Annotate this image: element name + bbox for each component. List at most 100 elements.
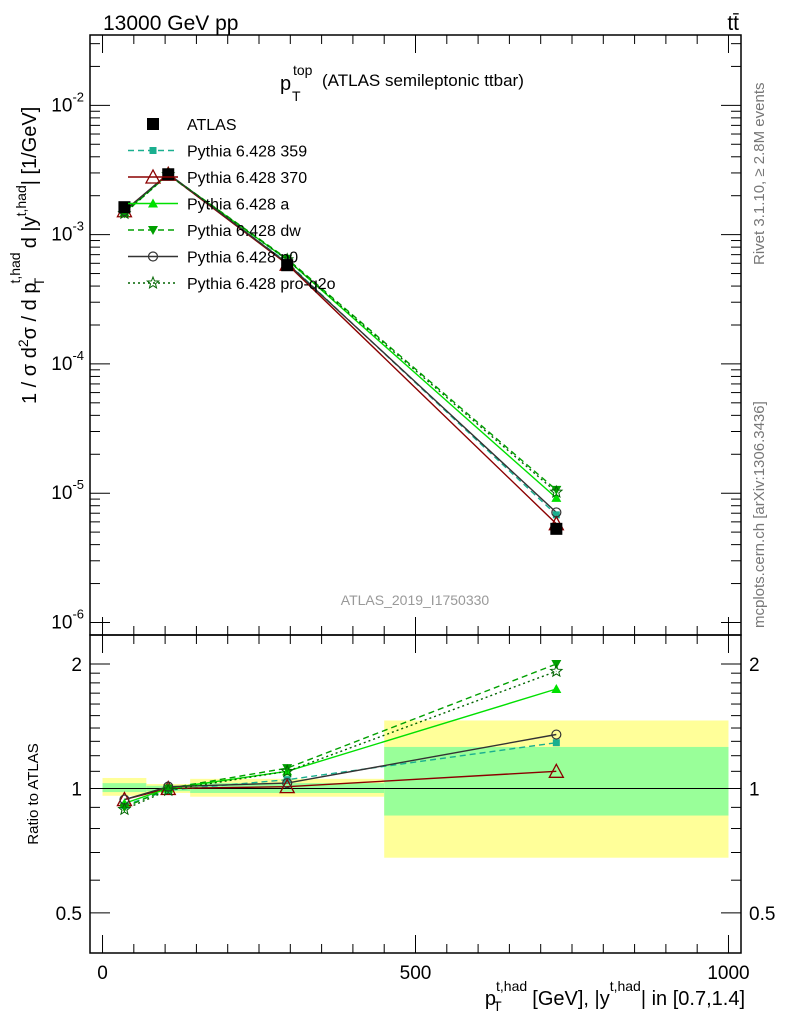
main-ytick-label: 10-2	[51, 89, 84, 116]
marker-star	[117, 802, 132, 816]
plot-title-main: p	[280, 73, 291, 95]
atlas-data-point	[118, 201, 131, 214]
legend-label-pa: Pythia 6.428 a	[187, 197, 289, 214]
marker-circle	[282, 778, 293, 789]
mcplots-label: mcplots.cern.ch [arXiv:1306.3436]	[751, 401, 768, 628]
marker-star	[146, 275, 160, 290]
main-panel-ticks: 10-6 10-5 10-4 10-3 10-2	[51, 35, 741, 635]
atlas-data-point	[281, 259, 294, 272]
ratio-point-pq2o	[549, 663, 564, 678]
header-right: tt̄	[727, 12, 739, 35]
ratio-line-pa	[124, 688, 557, 805]
marker-star	[161, 782, 176, 797]
marker-triangle-filled	[551, 683, 562, 693]
x-axis-label: pt,had T [GeV], |yt,had| in [0.7,1.4]	[485, 978, 745, 1014]
marker-circle	[551, 729, 562, 740]
ratio-xtick-label: 1000	[707, 963, 749, 984]
data-point	[281, 259, 294, 272]
plot-title-sub: T	[292, 88, 301, 104]
main-ytick-label: 10-4	[51, 348, 84, 375]
marker-triangle-filled	[551, 492, 562, 502]
legend-marker-p359	[149, 147, 157, 154]
ratio-ytick-label-right: 1	[749, 779, 760, 800]
plot-title: p top T (ATLAS semileptonic ttbar)	[280, 62, 524, 104]
series-point-pa	[551, 492, 562, 502]
series-line-pp0	[123, 172, 557, 513]
series-line-pq2o	[123, 173, 557, 493]
legend-marker-p370	[144, 168, 162, 184]
marker-triangle-down	[148, 226, 158, 235]
marker-triangle-down	[119, 803, 130, 813]
band-green	[384, 746, 729, 816]
ratio-panel-frame	[89, 634, 742, 954]
ratio-xtick-label: 500	[400, 963, 432, 984]
legend-label-pdw: Pythia 6.428 dw	[187, 223, 301, 240]
ratio-point-pp0	[163, 781, 174, 792]
data-point	[118, 201, 131, 214]
band-green	[102, 783, 147, 793]
series-point-pp0	[551, 507, 562, 518]
marker-square	[552, 511, 560, 519]
ratio-ytick-label-right: 2	[749, 655, 760, 676]
ratio-point-pa	[551, 683, 562, 693]
watermark: ATLAS_2019_I1750330	[341, 592, 490, 608]
ratio-point-pdw	[119, 803, 130, 813]
legend-label-p359: Pythia 6.428 359	[187, 144, 307, 161]
ratio-point-pdw	[163, 784, 174, 794]
legend-marker-pq2o	[146, 275, 160, 290]
main-ytick-label: 10-3	[51, 219, 84, 246]
series-point-pdw	[551, 485, 562, 495]
legend: ATLAS Pythia 6.428 359 Pythia 6.428 370 Pyt…	[128, 117, 336, 293]
main-ylabel: 1 / σ d2σ / d pt,had T d |yt,had| [1/GeV]	[7, 107, 47, 404]
ratio-series-lines	[124, 663, 557, 811]
marker-triangle-down	[551, 485, 562, 495]
ratio-point-p359	[552, 739, 560, 747]
ratio-ytick-label: 0.5	[56, 904, 82, 925]
series-point-p359	[552, 511, 560, 519]
marker-triangle	[548, 762, 565, 778]
ratio-xtick-label: 0	[97, 963, 108, 984]
ratio-panel-ticks: 0.5 0.5 1 1 2 2 0 500 1000	[56, 635, 775, 984]
marker-square	[149, 147, 157, 154]
ratio-line-pp0	[124, 733, 557, 801]
marker-triangle-filled	[148, 198, 158, 208]
ratio-ytick-label: 2	[71, 655, 82, 676]
marker-triangle-down	[163, 784, 174, 794]
ratio-line-pq2o	[124, 670, 557, 811]
atlas-data-point	[162, 168, 175, 181]
x-axis-label-text: pt,had T [GeV], |yt,had| in [0.7,1.4]	[485, 978, 745, 1014]
ratio-line-pdw	[124, 663, 557, 809]
data-point	[162, 168, 175, 181]
ratio-line-p370	[124, 770, 557, 801]
plot-title-rest: (ATLAS semileptonic ttbar)	[322, 71, 524, 90]
legend-marker-pp0	[147, 251, 159, 262]
legend-label-pq2o: Pythia 6.428 pro-q2o	[187, 276, 336, 293]
ratio-point-pq2o	[117, 802, 132, 816]
rivet-label: Rivet 3.1.10, ≥ 2.8M events	[751, 83, 768, 266]
marker-triangle-down	[282, 764, 293, 774]
ratio-point-pp0	[551, 729, 562, 740]
main-series-markers	[116, 165, 565, 535]
legend-marker-atlas	[147, 118, 159, 130]
legend-marker-pa	[148, 198, 158, 208]
ratio-point-p370	[548, 762, 565, 778]
main-ytick-label: 10-6	[51, 606, 84, 633]
series-line-pdw	[123, 173, 557, 491]
marker-star	[549, 663, 564, 678]
ratio-point-pq2o	[280, 763, 295, 778]
atlas-data-point	[550, 522, 563, 535]
ratio-series-markers	[116, 659, 565, 816]
ratio-ytick-label: 1	[71, 779, 82, 800]
main-ylabel-text: 1 / σ d2σ / d pt,had T d |yt,had| [1/GeV]	[7, 107, 47, 404]
marker-circle	[551, 507, 562, 518]
legend-label-atlas: ATLAS	[187, 117, 237, 134]
marker-square	[552, 739, 560, 747]
ratio-point-pp0	[282, 778, 293, 789]
plot-title-sup: top	[293, 62, 313, 78]
marker-triangle	[144, 168, 162, 184]
data-point	[147, 118, 159, 130]
legend-label-p370: Pythia 6.428 370	[187, 170, 307, 187]
ratio-point-pdw	[282, 764, 293, 774]
series-point-pq2o	[549, 484, 564, 499]
ratio-point-pq2o	[161, 782, 176, 797]
